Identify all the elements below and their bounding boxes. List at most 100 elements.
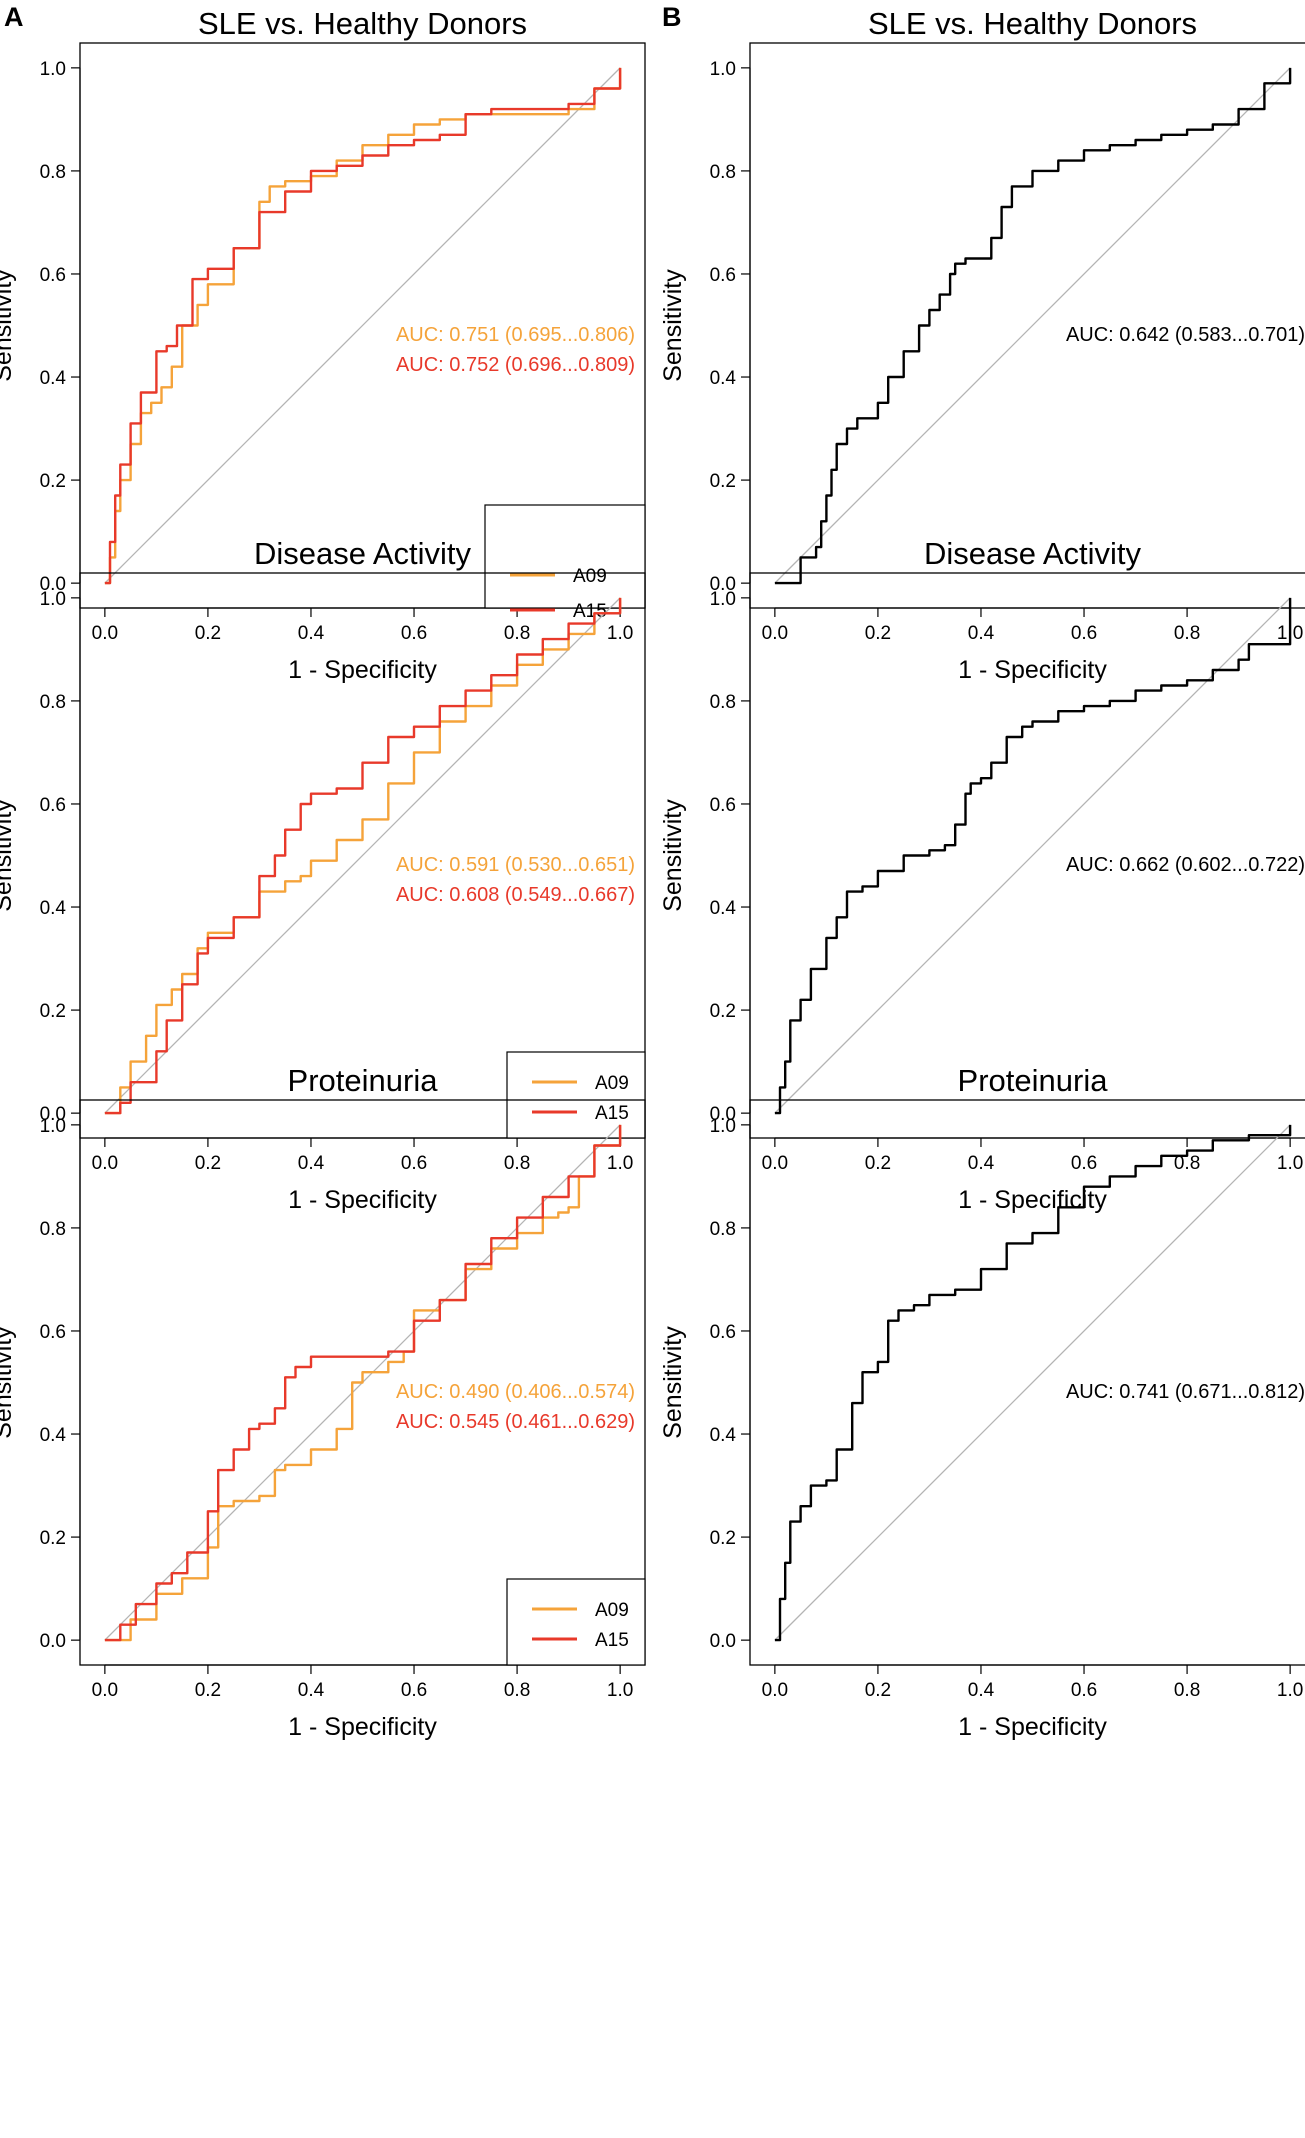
x-tick-label: 0.6 xyxy=(1071,623,1097,644)
chart-title: Disease Activity xyxy=(254,536,472,571)
x-tick-label: 1.0 xyxy=(607,1680,633,1701)
reference-diagonal xyxy=(774,1124,1291,1641)
legend-box xyxy=(506,1578,646,1666)
legend-label: A09 xyxy=(573,566,607,587)
x-tick-label: 0.6 xyxy=(401,1153,427,1174)
roc-curve-a15 xyxy=(104,597,622,1115)
x-tick-label: 0.2 xyxy=(865,1153,891,1174)
y-tick-label: 0.8 xyxy=(710,162,736,183)
x-axis-label: 1 - Specificity xyxy=(288,1713,437,1741)
x-tick-label: 0.0 xyxy=(92,1153,118,1174)
auc-annotation: AUC: 0.642 (0.583...0.701) xyxy=(1066,324,1305,346)
x-tick-label: 0.4 xyxy=(968,623,995,644)
x-tick-label: 1.0 xyxy=(1277,1153,1303,1174)
auc-annotation: AUC: 0.545 (0.461...0.629) xyxy=(396,1411,635,1433)
y-axis-label: Sensitivity xyxy=(659,1326,687,1439)
roc-curve-roc xyxy=(774,67,1292,585)
auc-annotation: AUC: 0.752 (0.696...0.809) xyxy=(396,354,635,376)
reference-diagonal xyxy=(774,67,1291,584)
x-tick-label: 0.2 xyxy=(195,1680,221,1701)
panel-label-b: B xyxy=(662,2,682,32)
y-tick-label: 0.2 xyxy=(40,1528,66,1549)
x-tick-label: 0.2 xyxy=(865,623,891,644)
auc-annotation: AUC: 0.608 (0.549...0.667) xyxy=(396,884,635,906)
x-tick-label: 0.8 xyxy=(504,623,530,644)
auc-annotation: AUC: 0.490 (0.406...0.574) xyxy=(396,1381,635,1403)
x-tick-label: 0.0 xyxy=(762,623,788,644)
auc-annotation: AUC: 0.741 (0.671...0.812) xyxy=(1066,1381,1305,1403)
x-tick-label: 0.4 xyxy=(298,1153,325,1174)
x-axis-label: 1 - Specificity xyxy=(288,1186,437,1214)
chart-5: Proteinuria 0.0 0.2 0.4 0.6 0.8 1.0 1 - Specifi… xyxy=(0,1063,646,1741)
x-tick-label: 0.6 xyxy=(401,1680,427,1701)
legend-label: A15 xyxy=(595,1630,629,1651)
x-axis-label: 1 - Specificity xyxy=(958,1713,1107,1741)
x-tick-label: 0.4 xyxy=(968,1153,995,1174)
legend: A09 A15 xyxy=(484,504,646,622)
legend-box xyxy=(506,1051,646,1139)
roc-curve-roc xyxy=(774,597,1292,1115)
reference-diagonal xyxy=(104,597,621,1114)
chart-title: SLE vs. Healthy Donors xyxy=(198,6,527,41)
legend-label: A15 xyxy=(573,601,607,622)
y-axis-label: Sensitivity xyxy=(0,1326,17,1439)
x-tick-label: 0.8 xyxy=(1174,1680,1200,1701)
y-axis-label: Sensitivity xyxy=(659,269,687,382)
y-tick-label: 0.2 xyxy=(40,471,66,492)
legend-label: A15 xyxy=(595,1103,629,1124)
chart-title: SLE vs. Healthy Donors xyxy=(868,6,1197,41)
y-tick-label: 0.8 xyxy=(40,692,66,713)
x-tick-label: 1.0 xyxy=(607,1153,633,1174)
x-tick-label: 0.6 xyxy=(1071,1680,1097,1701)
x-axis-label: 1 - Specificity xyxy=(958,1186,1107,1214)
chart-title: Disease Activity xyxy=(924,536,1142,571)
legend-label: A09 xyxy=(595,1073,629,1094)
y-axis-label: Sensitivity xyxy=(659,799,687,912)
x-tick-label: 0.6 xyxy=(401,623,427,644)
x-tick-label: 0.4 xyxy=(968,1680,995,1701)
y-tick-label: 1.0 xyxy=(40,1116,66,1137)
reference-diagonal xyxy=(104,67,621,584)
auc-annotation: AUC: 0.662 (0.602...0.722) xyxy=(1066,854,1305,876)
y-axis-label: Sensitivity xyxy=(0,269,17,382)
y-tick-label: 0.2 xyxy=(710,1528,736,1549)
y-tick-label: 0.0 xyxy=(40,574,66,595)
y-tick-label: 0.6 xyxy=(710,1322,736,1343)
x-tick-label: 0.0 xyxy=(92,623,118,644)
reference-diagonal xyxy=(774,597,1291,1114)
x-tick-label: 0.8 xyxy=(504,1153,530,1174)
chart-4: Disease Activity 0.0 0.2 0.4 0.6 0.8 1.0 1 - Sp… xyxy=(659,536,1305,1214)
y-tick-label: 0.2 xyxy=(40,1001,66,1022)
y-tick-label: 1.0 xyxy=(40,589,66,610)
auc-annotation: AUC: 0.591 (0.530...0.651) xyxy=(396,854,635,876)
x-tick-label: 0.8 xyxy=(1174,1153,1200,1174)
x-tick-label: 0.8 xyxy=(504,1680,530,1701)
y-tick-label: 0.6 xyxy=(710,795,736,816)
x-tick-label: 1.0 xyxy=(607,623,633,644)
x-tick-label: 0.0 xyxy=(762,1153,788,1174)
roc-curve-a15 xyxy=(104,1124,622,1642)
chart-title: Proteinuria xyxy=(288,1063,439,1098)
roc-curve-roc xyxy=(774,1124,1292,1642)
chart-1: SLE vs. Healthy Donors 0.0 0.2 0.4 0.6 0.8 1.0… xyxy=(0,6,646,684)
y-tick-label: 0.0 xyxy=(710,1631,736,1652)
y-tick-label: 0.4 xyxy=(40,1425,67,1446)
y-tick-label: 0.8 xyxy=(710,1219,736,1240)
y-axis-label: Sensitivity xyxy=(0,799,17,912)
x-tick-label: 0.0 xyxy=(92,1680,118,1701)
y-tick-label: 0.0 xyxy=(710,1104,736,1125)
x-axis-label: 1 - Specificity xyxy=(958,656,1107,684)
y-tick-label: 0.0 xyxy=(40,1104,66,1125)
chart-title: Proteinuria xyxy=(958,1063,1109,1098)
x-axis-label: 1 - Specificity xyxy=(288,656,437,684)
chart-3: Disease Activity 0.0 0.2 0.4 0.6 0.8 1.0 1 - Sp… xyxy=(0,536,646,1214)
x-tick-label: 0.2 xyxy=(195,623,221,644)
x-tick-label: 0.0 xyxy=(762,1680,788,1701)
y-tick-label: 0.6 xyxy=(710,265,736,286)
y-tick-label: 0.0 xyxy=(40,1631,66,1652)
y-tick-label: 0.4 xyxy=(40,368,67,389)
chart-2: SLE vs. Healthy Donors 0.0 0.2 0.4 0.6 0.8 1.0… xyxy=(659,6,1305,684)
